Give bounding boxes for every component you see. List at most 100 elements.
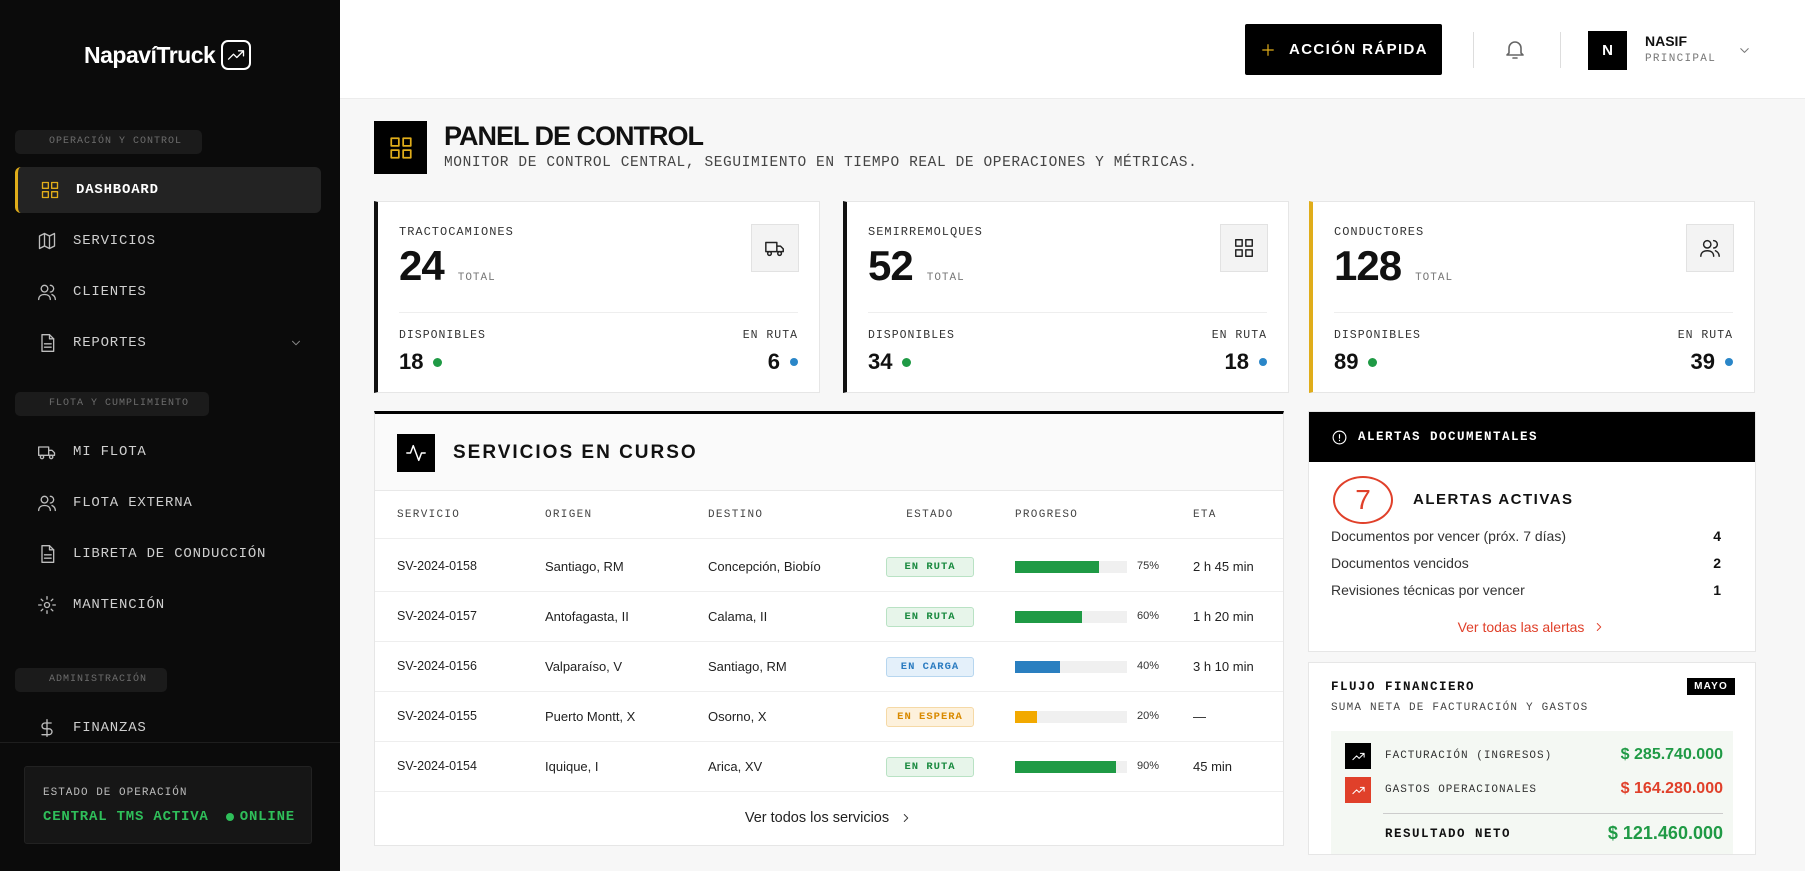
service-eta: — — [1193, 709, 1206, 724]
kpi-route-label: EN RUTA — [742, 329, 798, 342]
column-header: DESTINO — [708, 509, 764, 521]
alert-item-value: 4 — [1713, 528, 1721, 544]
status-box: ESTADO DE OPERACIÓN CENTRAL TMS ACTIVA ONL… — [24, 766, 312, 844]
icon — [1700, 250, 1715, 257]
status-badge: EN RUTA — [886, 757, 974, 777]
status-badge: EN RUTA — [886, 607, 974, 627]
finance-row-value: $ 164.280.000 — [1620, 780, 1723, 797]
kpi-route-row: 6 — [768, 349, 798, 375]
icon — [1702, 239, 1712, 249]
nav-item[interactable]: CLIENTES — [15, 269, 321, 315]
separator — [1560, 32, 1561, 68]
progress-bar — [1015, 611, 1083, 623]
icon — [49, 495, 56, 512]
services-title: SERVICIOS EN CURSO — [453, 442, 698, 463]
finance-card: FLUJO FINANCIERO MAYO SUMA NETA DE FACTURA… — [1308, 662, 1756, 855]
kpi-icon — [751, 224, 799, 272]
status-label: ESTADO DE OPERACIÓN — [43, 787, 188, 799]
service-eta: 1 h 20 min — [1193, 609, 1254, 624]
icon — [777, 250, 783, 257]
services-link[interactable]: Ver todos los servicios — [375, 810, 1283, 826]
column-header: ORIGEN — [545, 509, 593, 521]
dot-green — [1368, 357, 1378, 367]
icon — [1597, 623, 1602, 631]
kpi-total-row: 52 TOTAL — [868, 242, 965, 290]
kpi-label: SEMIRREMOLQUES — [868, 225, 983, 239]
icon — [1235, 249, 1243, 257]
nav-item[interactable]: FLOTA EXTERNA — [15, 480, 321, 526]
icon — [228, 50, 245, 60]
progress-bar — [1015, 761, 1116, 773]
finance-icon — [1345, 743, 1371, 769]
status-badge: EN ESPERA — [886, 707, 974, 727]
service-id: SV-2024-0154 — [397, 759, 477, 773]
service-eta: 3 h 10 min — [1193, 659, 1254, 674]
dot-blue — [1259, 358, 1267, 366]
nav-item-label: MANTENCIÓN — [73, 597, 166, 613]
icon — [43, 334, 55, 348]
icon — [765, 241, 784, 253]
alerts-link[interactable]: Ver todas las alertas — [1309, 619, 1755, 635]
progress-track — [1015, 761, 1127, 773]
icon — [49, 284, 56, 301]
icon — [41, 181, 59, 199]
icon — [43, 232, 51, 250]
alerts-header-text: ALERTAS DOCUMENTALES — [1358, 430, 1539, 444]
icon — [41, 334, 55, 352]
progress-label: 90% — [1137, 760, 1160, 772]
quick-action-button[interactable]: ACCIÓN RÁPIDA — [1245, 24, 1442, 75]
nav-item[interactable]: MANTENCIÓN — [15, 582, 321, 628]
kpi-available-label: DISPONIBLES — [1334, 329, 1421, 342]
nav-item[interactable]: SERVICIOS — [15, 218, 321, 264]
nav-item-label: REPORTES — [73, 335, 147, 351]
icon — [41, 181, 49, 189]
nav-item[interactable]: REPORTES — [15, 320, 321, 366]
nav-item[interactable]: FINANZAS — [15, 705, 321, 751]
user-menu[interactable]: N NASIF PRINCIPAL — [1588, 31, 1798, 71]
service-id: SV-2024-0158 — [397, 559, 477, 573]
kpi-total-label: TOTAL — [926, 272, 965, 284]
dot-green — [902, 357, 912, 367]
alerts-link-text: Ver todas las alertas — [1457, 619, 1585, 635]
icon — [1351, 786, 1365, 794]
service-id: SV-2024-0156 — [397, 659, 477, 673]
icon — [292, 340, 300, 346]
row-divider — [375, 741, 1283, 742]
icon — [43, 601, 51, 609]
kpi-total-label: TOTAL — [1415, 272, 1454, 284]
row-divider — [375, 538, 1283, 539]
icon — [406, 444, 426, 462]
icon — [38, 232, 56, 250]
icon — [1351, 786, 1365, 794]
icon — [41, 191, 49, 199]
progress-label: 75% — [1137, 560, 1160, 572]
kpi-route-row: 39 — [1691, 349, 1733, 375]
progress-track — [1015, 661, 1127, 673]
nav-item[interactable]: MI FLOTA — [15, 429, 321, 475]
icon — [1597, 623, 1602, 631]
icon — [765, 241, 784, 257]
icon — [1262, 43, 1274, 56]
kpi-available-label: DISPONIBLES — [399, 329, 486, 342]
finance-subtitle: SUMA NETA DE FACTURACIÓN Y GASTOS — [1331, 702, 1589, 714]
kpi-total-row: 24 TOTAL — [399, 242, 496, 290]
icon — [1245, 249, 1253, 257]
title-icon — [374, 121, 427, 174]
service-origin: Iquique, I — [545, 759, 599, 774]
kpi-route: 39 — [1690, 349, 1715, 374]
progress-track — [1015, 611, 1127, 623]
nav-item[interactable]: LIBRETA DE CONDUCCIÓN — [15, 531, 321, 577]
nav-section-label: ADMINISTRACIÓN — [15, 668, 168, 692]
kpi-total-row: 128 TOTAL — [1334, 242, 1453, 290]
kpi-available-row: 18 — [399, 349, 443, 375]
brand: NapavíTruck — [84, 38, 252, 72]
kpi-total: 24 — [399, 242, 445, 289]
nav-item[interactable]: DASHBOARD — [15, 167, 321, 213]
status-badge-text: ONLINE — [239, 809, 295, 825]
alert-item-value: 1 — [1713, 582, 1721, 598]
icon — [38, 446, 56, 460]
kpi-total: 128 — [1334, 242, 1402, 289]
notifications-button[interactable] — [1503, 37, 1527, 61]
progress-track — [1015, 711, 1127, 723]
progress-bar — [1015, 661, 1060, 673]
